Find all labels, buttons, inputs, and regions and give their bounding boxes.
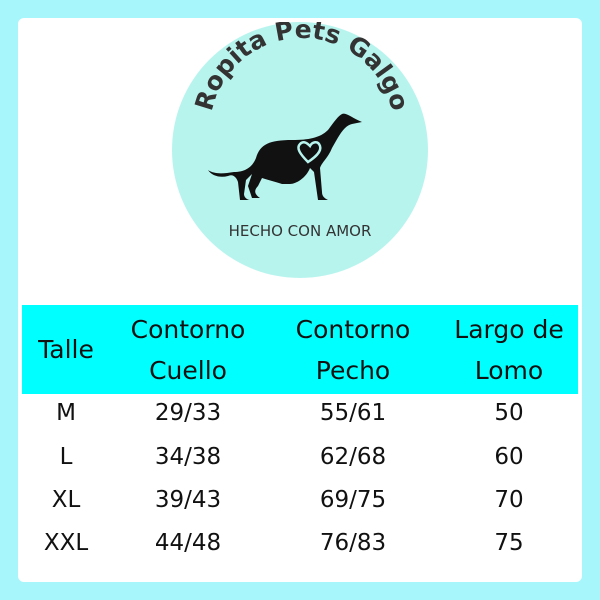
greyhound-with-heart-icon (208, 113, 362, 200)
table-cell: 55/61 (319, 400, 387, 426)
header-line: Largo de (454, 315, 564, 344)
table-cell: 75 (494, 530, 524, 556)
table-cell: 70 (494, 487, 524, 513)
table-cell: 62/68 (319, 444, 387, 470)
table-cell: 29/33 (154, 400, 222, 426)
table-cell: M (56, 400, 76, 426)
header-contorno-cuello: Contorno Cuello (131, 309, 246, 391)
table-cell: 44/48 (154, 530, 222, 556)
header-largo-lomo: Largo de Lomo (454, 309, 563, 391)
header-contorno-pecho: Contorno Pecho (296, 309, 411, 391)
table-cell: 69/75 (319, 487, 387, 513)
brand-logo: Ropita Pets Galgo HECHO CON AMOR (172, 22, 428, 278)
header-line: Lomo (474, 356, 544, 385)
header-line: Contorno (295, 315, 411, 344)
table-cell: XL (51, 487, 81, 513)
brand-tagline: HECHO CON AMOR (229, 222, 372, 240)
table-cell: 76/83 (319, 530, 387, 556)
header-talle: Talle (38, 335, 94, 364)
table-header: Talle Contorno Cuello Contorno Pecho Lar… (22, 305, 578, 394)
header-line: Contorno (130, 315, 246, 344)
table-cell: 39/43 (154, 487, 222, 513)
header-line: Cuello (149, 356, 227, 385)
table-cell: 60 (494, 444, 524, 470)
table-cell: 50 (494, 400, 524, 426)
table-cell: XXL (43, 530, 89, 556)
header-line: Pecho (315, 356, 391, 385)
table-cell: 34/38 (154, 444, 222, 470)
table-cell: L (59, 444, 73, 470)
